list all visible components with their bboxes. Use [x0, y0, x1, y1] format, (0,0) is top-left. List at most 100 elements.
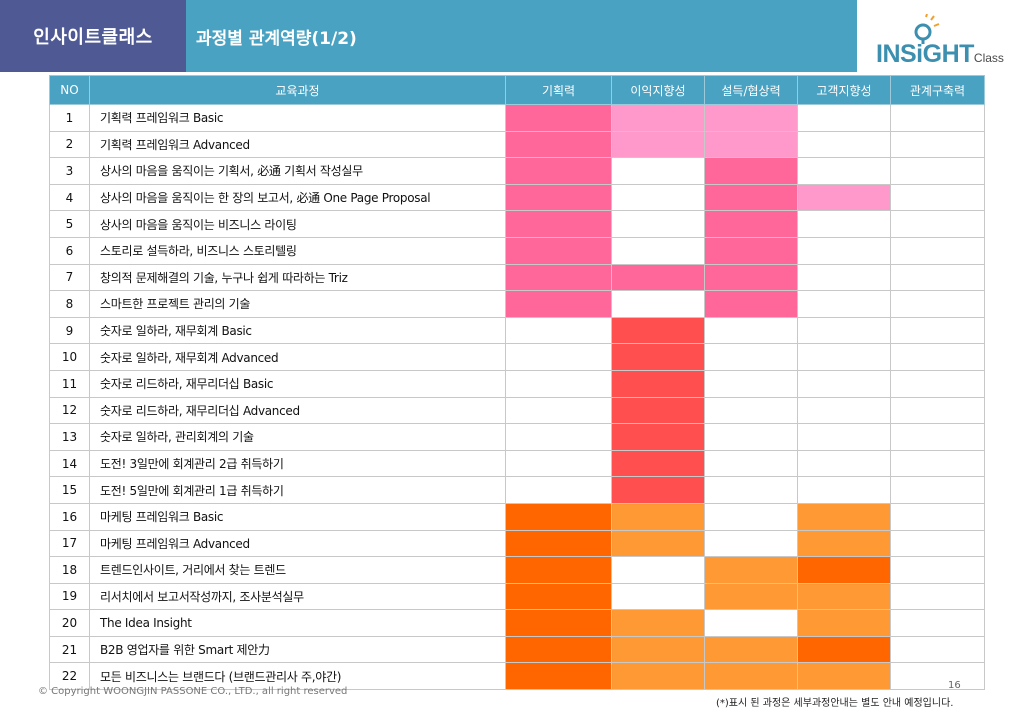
row-number: 4	[49, 183, 90, 212]
competency-cell	[611, 343, 705, 371]
competency-cell	[797, 449, 891, 478]
table-row: 21 B2B 영업자를 위한 Smart 제안力	[49, 635, 985, 664]
table-row: 10 숫자로 일하라, 재무회계 Advanced	[49, 343, 985, 371]
row-number: 5	[49, 210, 90, 238]
competency-cell	[890, 529, 985, 558]
competency-cell	[611, 582, 705, 611]
lightbulb-icon	[914, 14, 940, 44]
row-number: 7	[49, 263, 90, 292]
course-name: 기획력 프레임워크 Basic	[89, 104, 506, 132]
header-relationship: 관계구축력	[890, 75, 985, 105]
row-number: 6	[49, 236, 90, 265]
table-header-row: NO 교육과정 기획력 이익지향성 설득/협상력 고객지향성 관계구축력	[49, 75, 985, 105]
header-planning: 기획력	[505, 75, 612, 105]
competency-cell	[704, 236, 798, 265]
competency-cell	[505, 157, 612, 185]
competency-cell	[890, 183, 985, 212]
course-name: 기획력 프레임워크 Advanced	[89, 130, 506, 159]
competency-cell	[611, 635, 705, 664]
row-number: 12	[49, 396, 90, 425]
table-row: 1 기획력 프레임워크 Basic	[49, 104, 985, 132]
competency-cell	[704, 104, 798, 132]
row-number: 16	[49, 502, 90, 531]
competency-cell	[704, 369, 798, 398]
competency-cell	[611, 263, 705, 292]
competency-cell	[505, 662, 612, 691]
competency-cell	[704, 343, 798, 371]
row-number: 3	[49, 157, 90, 185]
course-name: 숫자로 일하라, 관리회계의 기술	[89, 423, 506, 451]
copyright: © Copyright WOONGJIN PASSONE CO., LTD., …	[38, 686, 348, 697]
competency-cell	[797, 236, 891, 265]
competency-cell	[704, 476, 798, 504]
table-row: 9 숫자로 일하라, 재무회계 Basic	[49, 316, 985, 345]
competency-cell	[890, 369, 985, 398]
course-name: B2B 영업자를 위한 Smart 제안力	[89, 635, 506, 664]
row-number: 21	[49, 635, 90, 664]
course-name: 숫자로 일하라, 재무회계 Advanced	[89, 343, 506, 371]
competency-cell	[704, 609, 798, 637]
course-name: 숫자로 리드하라, 재무리더십 Basic	[89, 369, 506, 398]
competency-cell	[797, 662, 891, 691]
competency-cell	[611, 529, 705, 558]
competency-cell	[611, 104, 705, 132]
competency-cell	[704, 316, 798, 345]
competency-cell	[611, 236, 705, 265]
competency-cell	[704, 556, 798, 584]
competency-cell	[797, 343, 891, 371]
competency-cell	[797, 423, 891, 451]
competency-cell	[797, 396, 891, 425]
insight-logo: INSiGHTClass	[868, 14, 1018, 72]
table-row: 5 상사의 마음을 움직이는 비즈니스 라이팅	[49, 210, 985, 238]
course-name: 숫자로 리드하라, 재무리더십 Advanced	[89, 396, 506, 425]
competency-cell	[505, 343, 612, 371]
competency-cell	[505, 104, 612, 132]
competency-cell	[890, 263, 985, 292]
course-name: 도전! 5일만에 회계관리 1급 취득하기	[89, 476, 506, 504]
header-persuasion: 설득/협상력	[704, 75, 798, 105]
competency-cell	[890, 502, 985, 531]
competency-cell	[704, 210, 798, 238]
competency-cell	[505, 316, 612, 345]
competency-cell	[890, 609, 985, 637]
competency-cell	[611, 502, 705, 531]
row-number: 18	[49, 556, 90, 584]
competency-cell	[797, 210, 891, 238]
row-number: 9	[49, 316, 90, 345]
course-name: 마케팅 프레임워크 Advanced	[89, 529, 506, 558]
competency-cell	[890, 210, 985, 238]
competency-cell	[890, 130, 985, 159]
table-row: 3 상사의 마음을 움직이는 기획서, 必通 기획서 작성실무	[49, 157, 985, 185]
competency-cell	[890, 104, 985, 132]
course-name: 상사의 마음을 움직이는 비즈니스 라이팅	[89, 210, 506, 238]
competency-cell	[704, 183, 798, 212]
course-name: 마케팅 프레임워크 Basic	[89, 502, 506, 531]
page-number: 16	[948, 680, 961, 691]
competency-cell	[704, 582, 798, 611]
table-row: 11 숫자로 리드하라, 재무리더십 Basic	[49, 369, 985, 398]
competency-cell	[704, 529, 798, 558]
competency-cell	[611, 396, 705, 425]
competency-cell	[505, 236, 612, 265]
competency-cell	[797, 157, 891, 185]
course-name: 상사의 마음을 움직이는 한 장의 보고서, 必通 One Page Propo…	[89, 183, 506, 212]
competency-cell	[505, 263, 612, 292]
competency-cell	[890, 662, 985, 691]
competency-cell	[890, 635, 985, 664]
competency-cell	[890, 556, 985, 584]
competency-cell	[611, 290, 705, 318]
row-number: 11	[49, 369, 90, 398]
competency-cell	[611, 369, 705, 398]
table-row: 8 스마트한 프로젝트 관리의 기술	[49, 290, 985, 318]
course-name: 스토리로 설득하라, 비즈니스 스토리텔링	[89, 236, 506, 265]
row-number: 1	[49, 104, 90, 132]
competency-cell	[704, 502, 798, 531]
competency-cell	[611, 316, 705, 345]
competency-cell	[505, 396, 612, 425]
table-row: 12 숫자로 리드하라, 재무리더십 Advanced	[49, 396, 985, 425]
competency-cell	[704, 263, 798, 292]
header-customer: 고객지향성	[797, 75, 891, 105]
competency-cell	[797, 290, 891, 318]
competency-cell	[505, 130, 612, 159]
competency-cell	[704, 396, 798, 425]
